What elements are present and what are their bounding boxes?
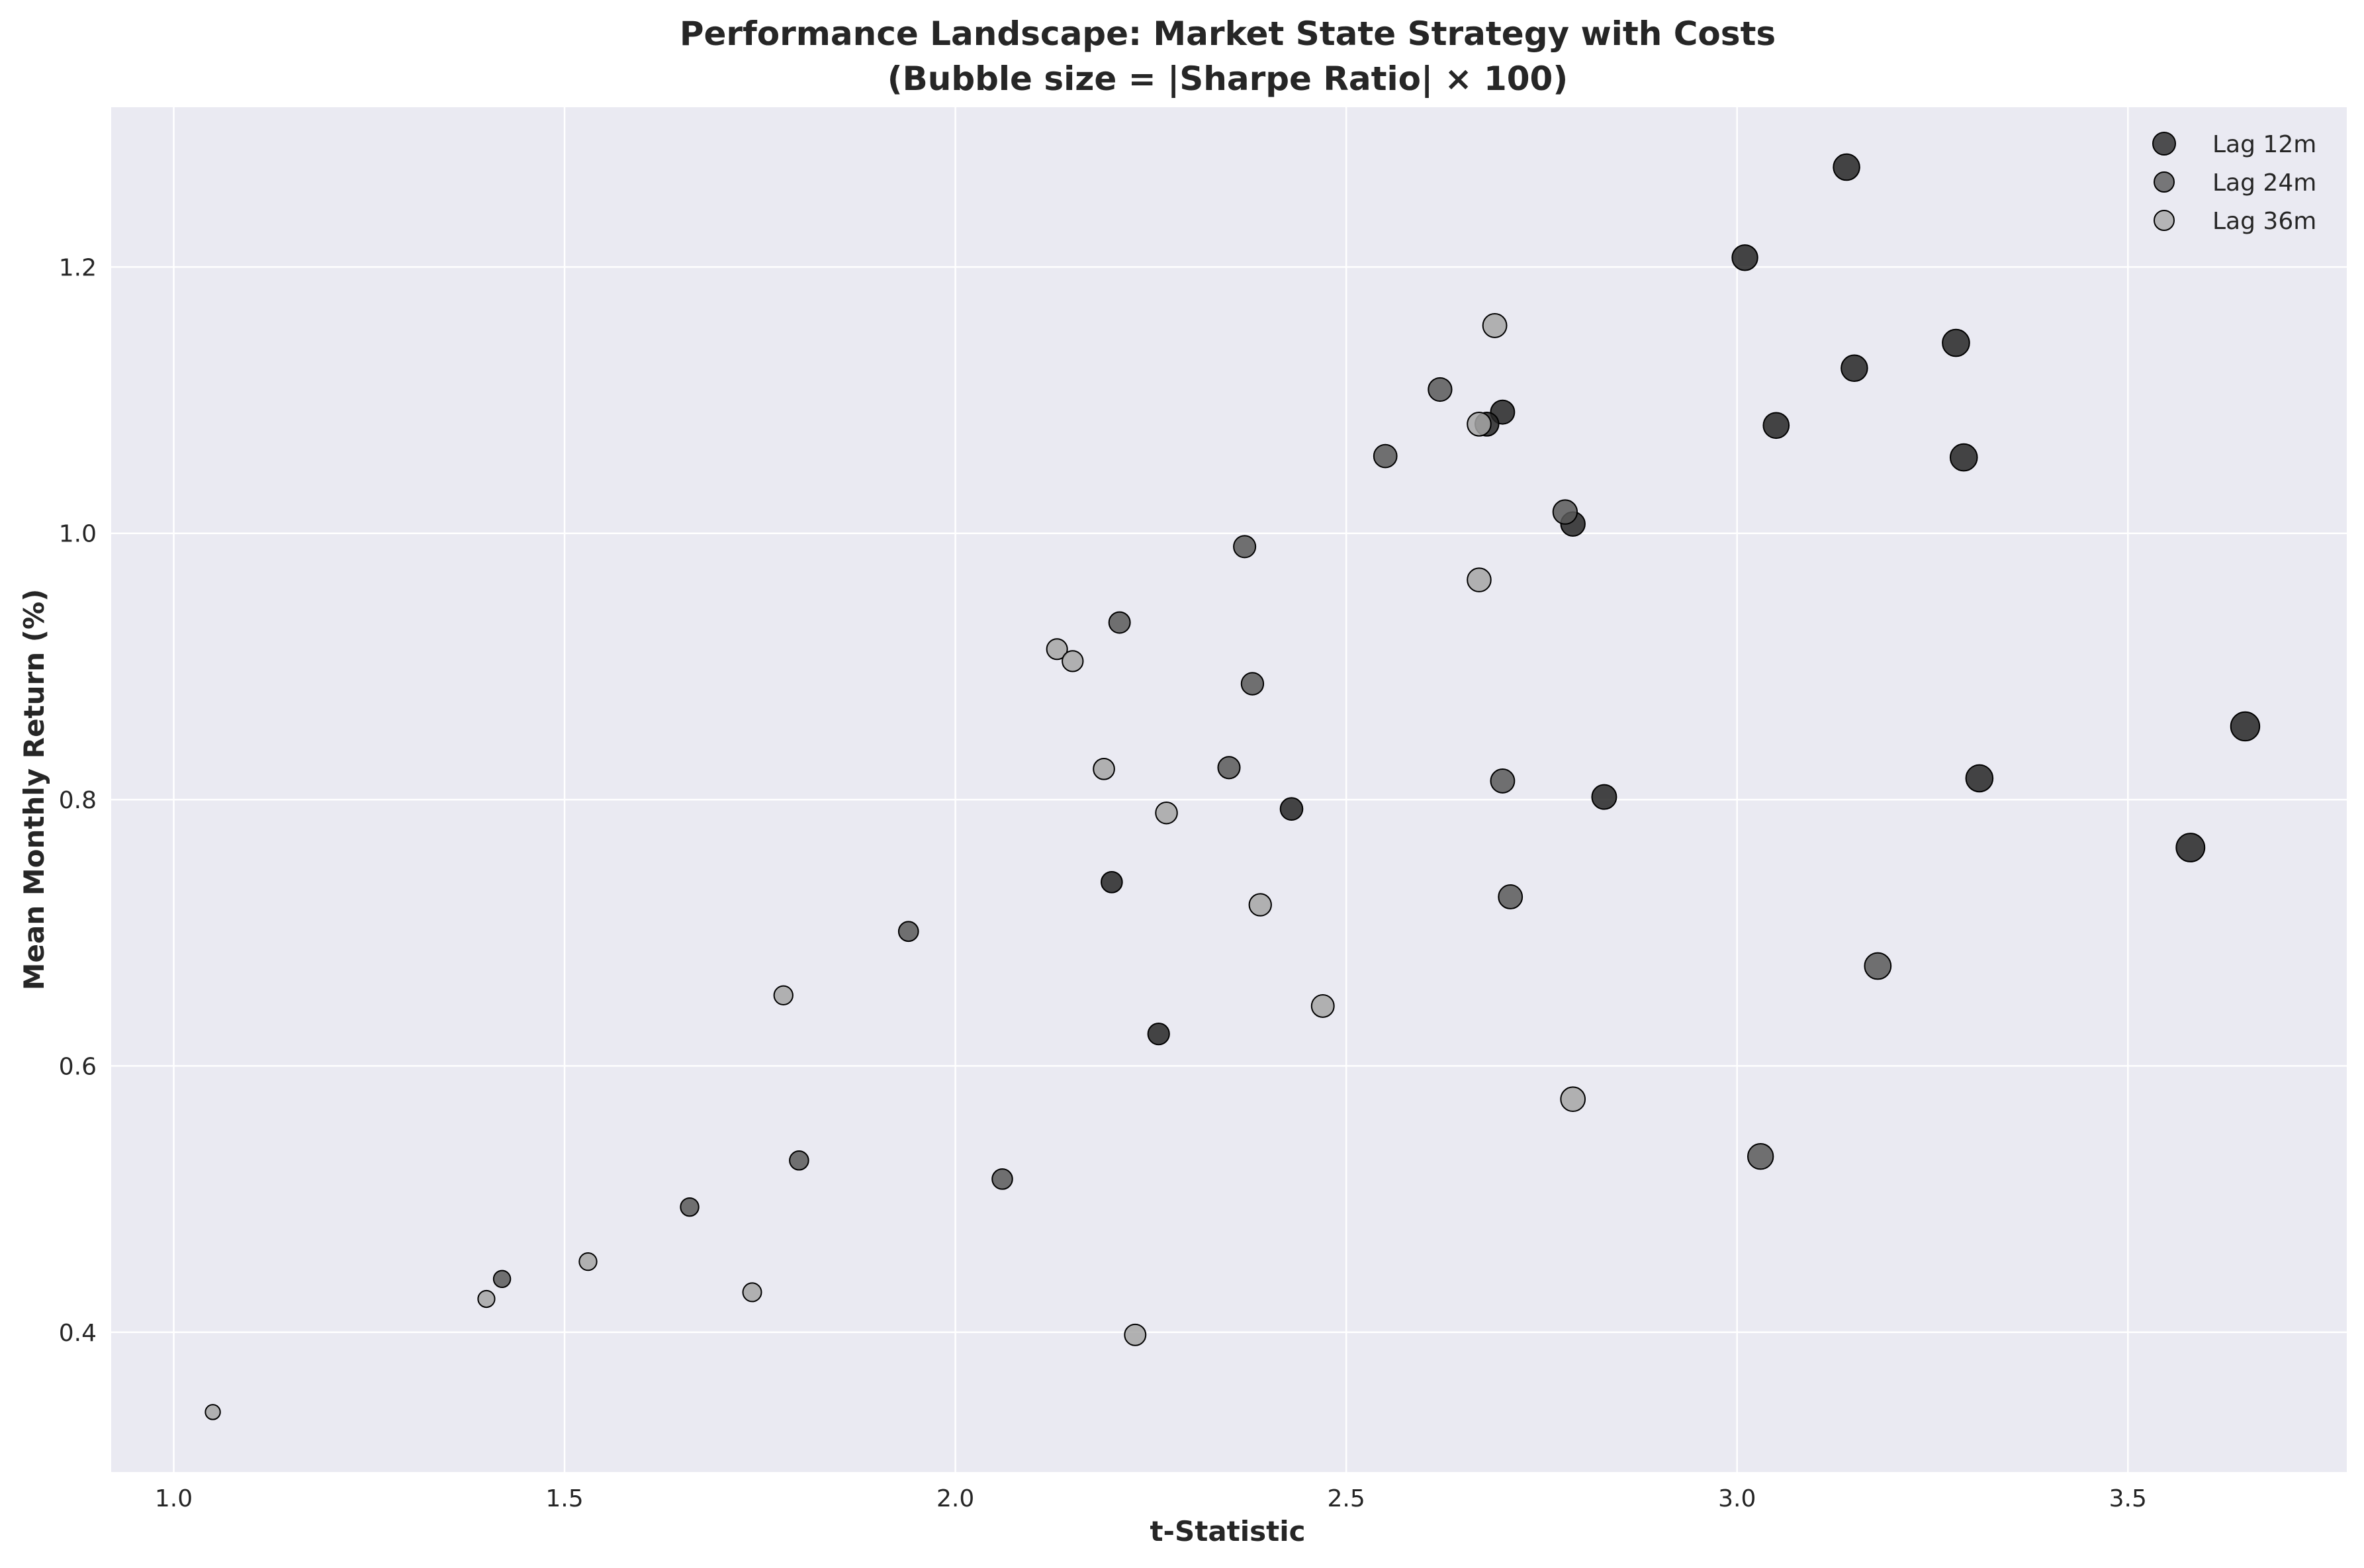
x-tick-label: 2.5 [1328,1485,1365,1512]
y-tick-label: 1.2 [59,254,97,281]
data-point [1467,568,1491,592]
data-point [1864,953,1891,980]
data-point [1250,894,1271,915]
x-tick-label: 2.0 [936,1485,974,1512]
chart-title: Performance Landscape: Market State Stra… [680,15,1776,53]
data-point [579,1253,596,1270]
y-tick-label: 1.0 [59,521,97,548]
y-axis-label: Mean Monthly Return (%) [18,589,50,991]
data-point [1732,245,1757,270]
data-point [205,1405,220,1419]
data-point [1124,1324,1146,1346]
data-point [1833,154,1859,180]
plot-area [111,107,2347,1472]
data-point [2231,712,2259,741]
data-point [680,1198,698,1216]
data-point [1467,412,1491,436]
data-point [2176,833,2205,862]
data-point [1109,612,1130,633]
data-point [992,1169,1013,1189]
data-point [478,1291,494,1307]
data-point [1950,444,1978,471]
y-tick-label: 0.6 [59,1053,97,1080]
y-tick-label: 0.8 [59,787,97,814]
x-tick-label: 3.5 [2109,1485,2147,1512]
data-point [1561,1087,1585,1111]
data-point [1763,412,1789,438]
data-point [1490,769,1514,793]
data-point [1312,995,1334,1017]
data-point [1942,330,1970,357]
data-point [1242,672,1263,694]
y-tick-label: 0.4 [59,1320,97,1347]
data-point [1093,759,1114,780]
legend-label-lag-12m: Lag 12m [2212,131,2316,158]
chart-subtitle: (Bubble size = |Sharpe Ratio| × 100) [887,60,1568,98]
x-tick-label: 1.0 [155,1485,193,1512]
data-point [1592,785,1616,809]
x-tick-label: 1.5 [545,1485,583,1512]
data-point [1553,500,1577,524]
data-point [1156,802,1177,823]
data-point [1966,765,1993,792]
data-point [1281,798,1303,820]
data-point [774,986,793,1005]
legend-label-lag-36m: Lag 36m [2212,208,2316,235]
data-point [743,1283,762,1301]
data-point [1428,378,1451,401]
legend-label-lag-24m: Lag 24m [2212,169,2316,197]
data-point [1498,885,1522,909]
x-tick-label: 3.0 [1718,1485,1756,1512]
data-point [899,921,919,941]
legend-marker-lag-24m [2154,172,2174,192]
data-point [1218,757,1240,778]
data-point [1148,1023,1169,1044]
legend-marker-lag-36m [2154,210,2174,230]
data-point [1748,1144,1773,1169]
data-point [1062,651,1083,671]
legend-marker-lag-12m [2153,132,2175,155]
data-point [1483,314,1507,338]
data-point [494,1271,510,1287]
data-point [790,1151,809,1170]
data-point [1374,445,1397,468]
data-point [1234,535,1255,557]
data-point [1841,355,1867,381]
x-axis-label: t-Statistic [1150,1515,1305,1547]
data-point [1101,872,1122,893]
